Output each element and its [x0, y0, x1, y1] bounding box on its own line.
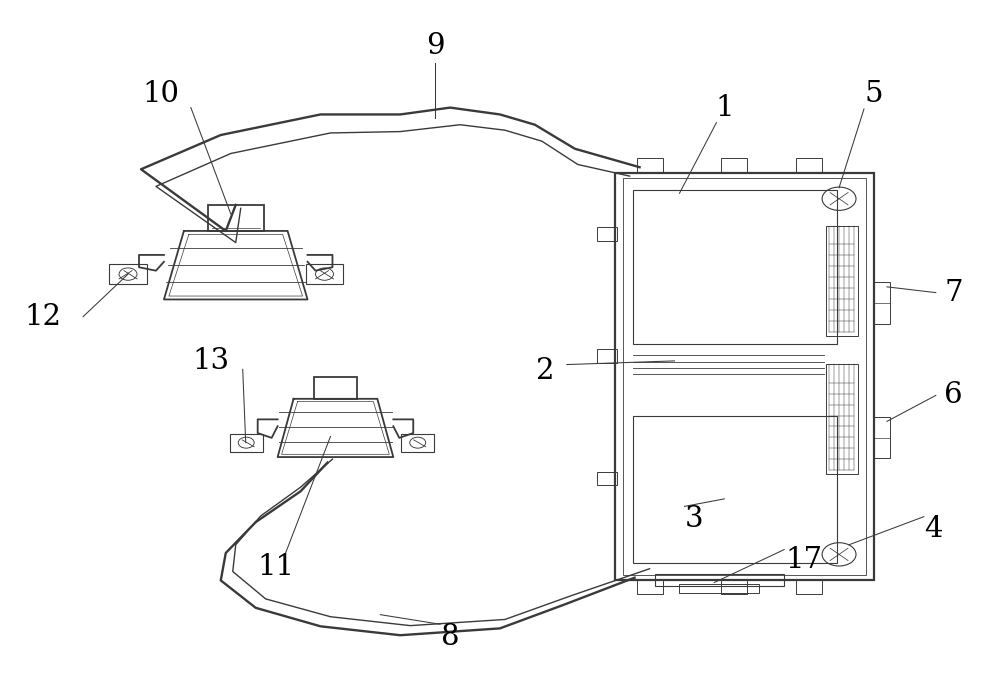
- Bar: [637, 158, 663, 173]
- Bar: [796, 581, 822, 594]
- Bar: [597, 227, 617, 241]
- Bar: [874, 283, 890, 323]
- Text: 10: 10: [142, 80, 179, 108]
- Text: 12: 12: [25, 303, 62, 331]
- Bar: [874, 417, 890, 458]
- Text: 1: 1: [715, 94, 734, 122]
- Text: 17: 17: [786, 546, 823, 574]
- Text: 3: 3: [685, 505, 704, 533]
- Text: 13: 13: [192, 347, 229, 375]
- Text: 4: 4: [925, 515, 943, 543]
- Text: 2: 2: [536, 357, 554, 385]
- Text: 11: 11: [257, 552, 294, 581]
- Bar: [615, 173, 874, 581]
- Bar: [623, 178, 866, 575]
- Text: 8: 8: [441, 623, 459, 651]
- Bar: [826, 365, 858, 475]
- Bar: [401, 433, 434, 451]
- Bar: [826, 226, 858, 336]
- Bar: [721, 581, 747, 594]
- Text: 9: 9: [426, 32, 444, 60]
- Bar: [597, 350, 617, 363]
- Bar: [109, 264, 147, 284]
- Bar: [679, 584, 759, 593]
- Bar: [597, 471, 617, 485]
- Bar: [230, 433, 263, 451]
- Bar: [721, 158, 747, 173]
- Text: 7: 7: [944, 279, 963, 307]
- Bar: [314, 377, 357, 399]
- Text: 5: 5: [865, 80, 883, 108]
- Bar: [655, 574, 784, 586]
- Bar: [796, 158, 822, 173]
- Bar: [208, 205, 264, 231]
- Bar: [633, 190, 837, 344]
- Bar: [306, 264, 343, 284]
- Text: 6: 6: [944, 381, 963, 409]
- Bar: [633, 416, 837, 563]
- Bar: [637, 581, 663, 594]
